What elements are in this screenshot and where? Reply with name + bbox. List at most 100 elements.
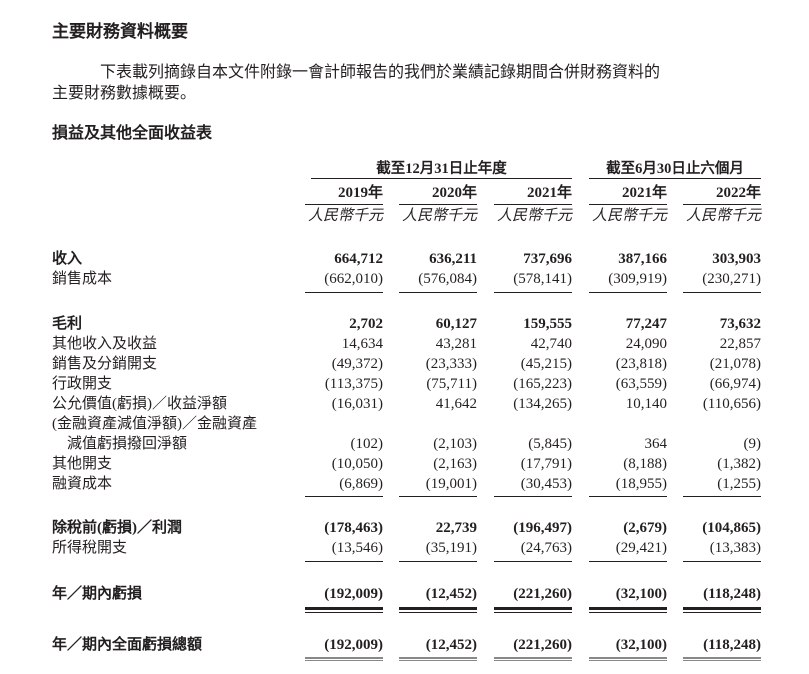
header-rule <box>494 204 572 205</box>
row-value: 664,712 <box>334 251 383 267</box>
total-double-rule <box>305 607 383 613</box>
row-value: (24,763) <box>520 540 572 556</box>
header-rule <box>683 204 761 205</box>
row-value: (63,559) <box>615 376 667 392</box>
row-label: 除稅前(虧損)／利潤 <box>52 520 182 536</box>
row-label: 銷售及分銷開支 <box>52 356 158 372</box>
row-value: (10,050) <box>331 456 383 472</box>
statement-title: 損益及其他全面收益表 <box>52 125 213 142</box>
row-value: (192,009) <box>324 586 383 602</box>
row-value: 24,090 <box>625 336 667 352</box>
subtotal-rule <box>683 292 761 293</box>
total-double-rule <box>399 657 477 661</box>
subtotal-rule <box>399 496 477 497</box>
row-value: 77,247 <box>625 316 667 332</box>
subtotal-rule <box>399 292 477 293</box>
row-value: (104,865) <box>702 520 761 536</box>
row-label: 所得稅開支 <box>52 540 128 556</box>
row-value: 636,211 <box>429 251 477 267</box>
row-value: (19,001) <box>425 476 477 492</box>
row-value: 10,140 <box>625 396 667 412</box>
row-value: (13,546) <box>331 540 383 556</box>
row-value: (21,078) <box>709 356 761 372</box>
row-value: (178,463) <box>324 520 383 536</box>
row-value: 737,696 <box>523 251 572 267</box>
row-value: (113,375) <box>324 376 383 392</box>
row-value: (23,818) <box>615 356 667 372</box>
intro-line-1: 下表載列摘錄自本文件附錄一會計師報告的我們於業績記錄期間合併財務資料的 <box>100 64 661 81</box>
row-value: (45,215) <box>520 356 572 372</box>
column-unit: 人民幣千元 <box>401 208 477 224</box>
row-value: (12,452) <box>425 637 477 653</box>
row-label: 行政開支 <box>52 376 113 392</box>
row-value: (18,955) <box>615 476 667 492</box>
subtotal-rule <box>589 496 667 497</box>
row-value: 22,857 <box>719 336 761 352</box>
header-rule <box>589 204 667 205</box>
row-label: 銷售成本 <box>52 271 113 287</box>
subtotal-rule <box>683 496 761 497</box>
row-value: 43,281 <box>435 336 477 352</box>
row-value: 364 <box>644 436 668 452</box>
row-value: (2,163) <box>433 456 477 472</box>
row-label: 年／期內全面虧損總額 <box>52 637 203 653</box>
row-value: 14,634 <box>341 336 383 352</box>
row-value: (576,084) <box>418 271 477 287</box>
row-value: (30,453) <box>520 476 572 492</box>
column-header-year: 2021年 <box>526 185 572 201</box>
row-value: (8,188) <box>623 456 667 472</box>
row-label: (金融資產減值淨額)／金融資產 <box>52 416 257 432</box>
row-value: (1,255) <box>717 476 761 492</box>
group-rule <box>311 178 572 179</box>
row-value: (66,974) <box>709 376 761 392</box>
subtotal-rule <box>589 292 667 293</box>
subtotal-rule <box>305 561 383 562</box>
row-value: (221,260) <box>513 586 572 602</box>
total-double-rule <box>399 607 477 613</box>
row-value: (2,103) <box>433 436 477 452</box>
column-header-year: 2021年 <box>621 185 667 201</box>
row-value: (1,382) <box>717 456 761 472</box>
column-unit: 人民幣千元 <box>307 208 383 224</box>
column-group-year: 截至12月31日止年度 <box>376 161 507 177</box>
row-label: 毛利 <box>52 316 83 332</box>
row-label: 公允價值(虧損)／收益淨額 <box>52 396 227 412</box>
column-header-year: 2022年 <box>715 185 761 201</box>
header-rule <box>399 204 477 205</box>
row-value: (196,497) <box>513 520 572 536</box>
group-rule <box>589 178 761 179</box>
header-rule <box>305 204 383 205</box>
row-value: (221,260) <box>513 637 572 653</box>
row-value: (5,845) <box>528 436 572 452</box>
row-value: (35,191) <box>425 540 477 556</box>
intro-line-2: 主要財務數據概要。 <box>52 85 197 102</box>
row-value: (165,223) <box>513 376 572 392</box>
total-double-rule <box>589 657 667 661</box>
row-value: (2,679) <box>623 520 667 536</box>
row-value: (578,141) <box>513 271 572 287</box>
subtotal-rule <box>589 561 667 562</box>
row-value: 22,739 <box>435 520 477 536</box>
row-value: (102) <box>350 436 384 452</box>
row-value: (118,248) <box>703 586 761 602</box>
row-label: 收入 <box>52 251 83 267</box>
row-value: (16,031) <box>331 396 383 412</box>
subtotal-rule <box>305 292 383 293</box>
row-label: 融資成本 <box>52 476 113 492</box>
row-value: 303,903 <box>712 251 761 267</box>
row-value: (13,383) <box>709 540 761 556</box>
section-title: 主要財務資料概要 <box>52 22 188 41</box>
row-label: 年／期內虧損 <box>52 586 143 602</box>
row-value: 41,642 <box>435 396 477 412</box>
total-double-rule <box>683 657 761 661</box>
subtotal-rule <box>494 496 572 497</box>
row-value: 159,555 <box>523 316 572 332</box>
total-double-rule <box>683 607 761 613</box>
column-unit: 人民幣千元 <box>685 208 761 224</box>
subtotal-rule <box>399 561 477 562</box>
subtotal-rule <box>494 561 572 562</box>
row-value: (134,265) <box>513 396 572 412</box>
row-value: (118,248) <box>703 637 761 653</box>
row-label: 其他開支 <box>52 456 113 472</box>
subtotal-rule <box>683 561 761 562</box>
